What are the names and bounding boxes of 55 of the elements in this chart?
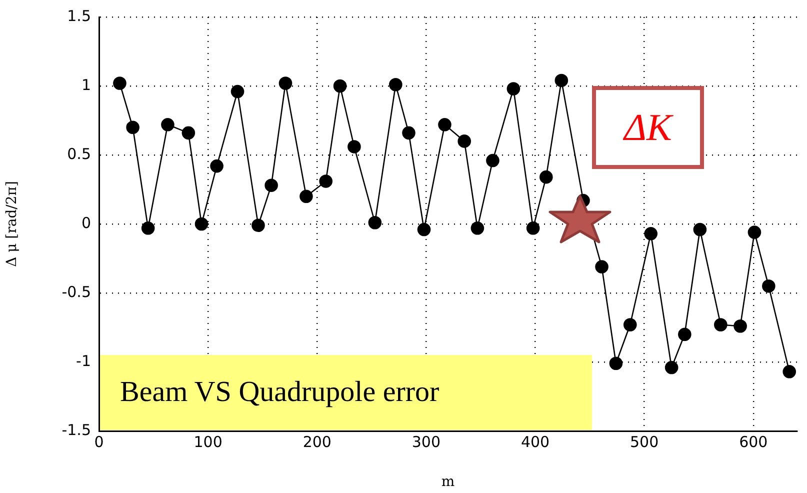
- x-tick-label: 400: [520, 432, 550, 451]
- point: [782, 365, 796, 378]
- point: [623, 318, 637, 332]
- point: [161, 118, 174, 132]
- x-axis-title: m: [441, 474, 455, 490]
- point: [748, 226, 762, 239]
- y-tick-label: 0: [81, 214, 91, 232]
- point: [554, 74, 568, 88]
- point: [678, 328, 692, 342]
- point: [609, 356, 623, 370]
- point: [113, 76, 126, 90]
- point: [252, 218, 265, 232]
- point: [264, 178, 278, 192]
- y-tick-label: -1.5: [62, 420, 91, 439]
- x-tick-label: 500: [630, 432, 659, 451]
- y-axis-title: Δ μ [rad/2π]: [4, 181, 20, 267]
- x-tick-label: 0: [94, 432, 104, 451]
- y-tick-label: -1: [76, 352, 91, 370]
- y-tick-label: 1: [81, 76, 91, 94]
- point: [300, 190, 313, 204]
- y-tick-label: 0.5: [67, 144, 91, 163]
- point: [141, 221, 155, 235]
- point: [348, 140, 361, 154]
- point: [506, 82, 520, 96]
- point: [389, 78, 402, 92]
- point: [762, 279, 776, 293]
- x-tick-label: 200: [302, 432, 332, 451]
- point: [368, 216, 382, 230]
- y-tick-label: -0.5: [62, 282, 91, 301]
- point: [333, 79, 347, 93]
- x-tick-label: 600: [739, 432, 768, 451]
- point: [278, 76, 292, 90]
- y-tick-label: 1.5: [67, 6, 91, 25]
- point: [417, 222, 431, 236]
- point: [595, 260, 608, 274]
- point: [458, 134, 472, 148]
- point: [182, 126, 196, 140]
- point: [664, 360, 678, 374]
- point: [210, 159, 224, 173]
- point: [693, 222, 707, 236]
- point: [319, 174, 332, 188]
- point: [230, 84, 244, 98]
- point: [714, 318, 728, 332]
- point: [526, 221, 540, 235]
- point: [644, 227, 658, 240]
- x-tick-label: 100: [194, 432, 222, 451]
- point: [470, 221, 484, 235]
- point: [402, 126, 416, 140]
- point: [540, 170, 553, 184]
- point: [126, 120, 140, 134]
- point: [486, 154, 500, 168]
- point: [438, 118, 452, 132]
- x-tick-label: 300: [412, 432, 441, 451]
- point: [194, 217, 208, 231]
- point: [734, 319, 747, 333]
